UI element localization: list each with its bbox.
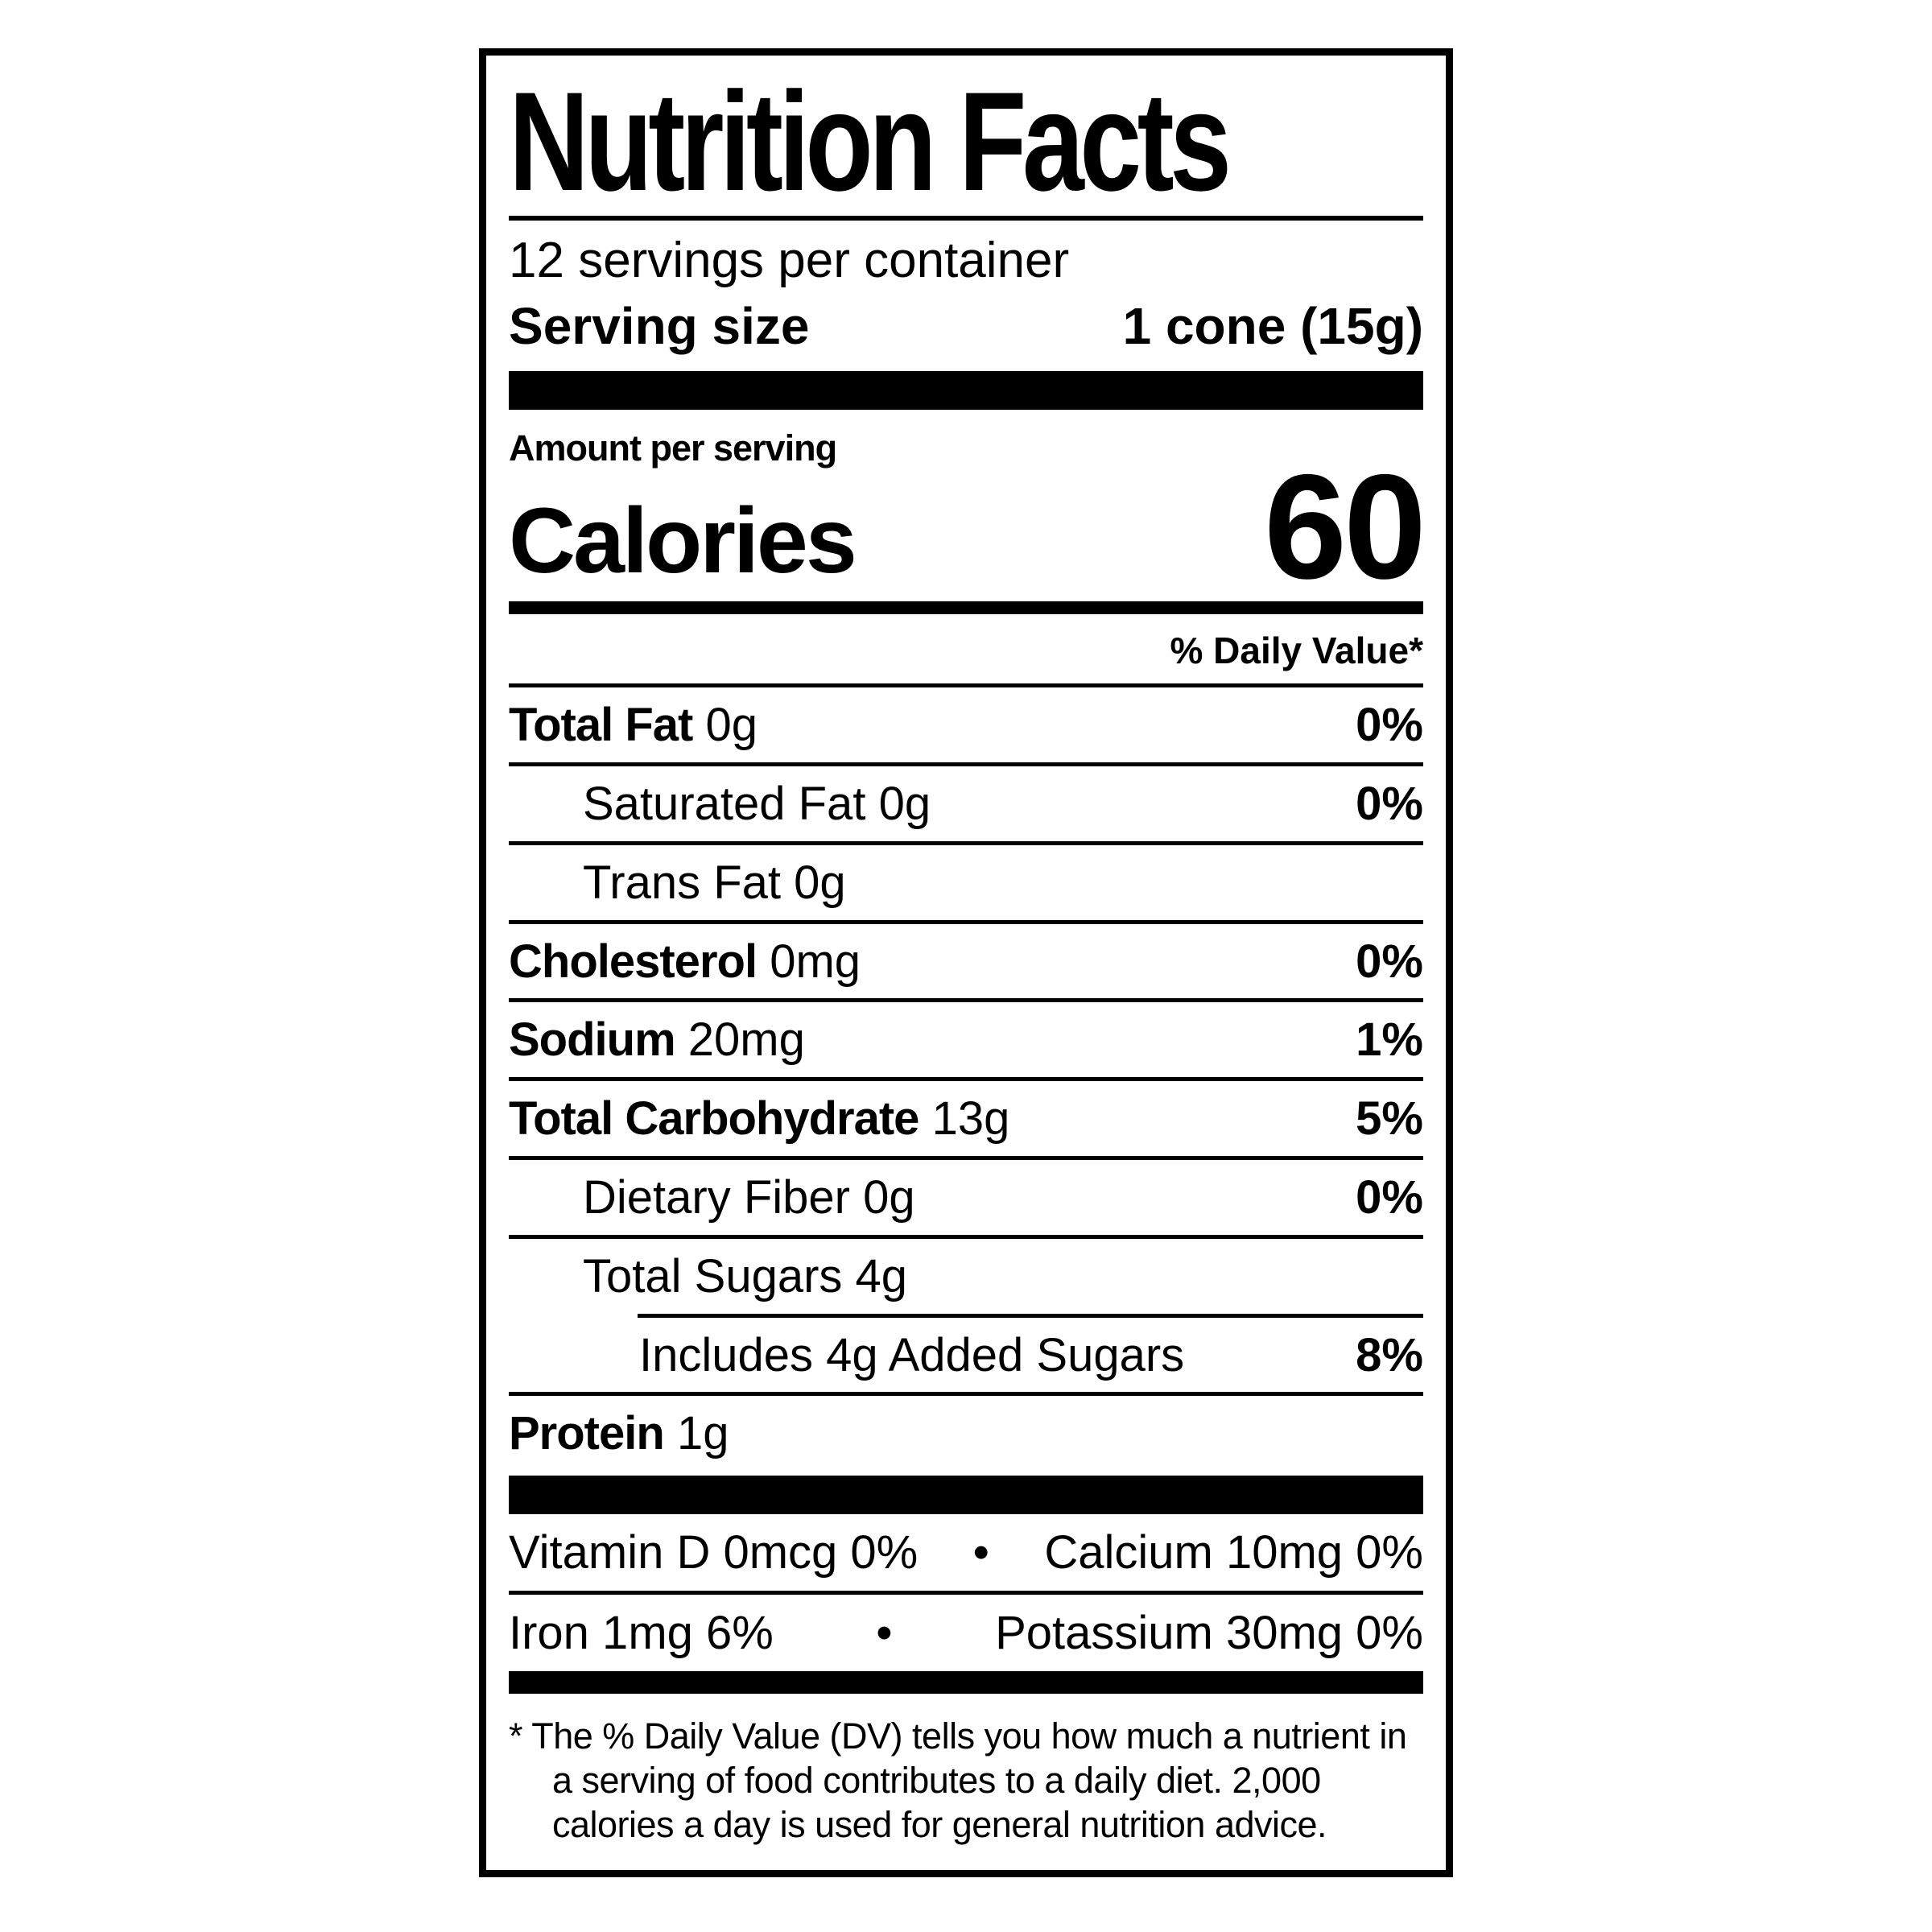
divider [509, 762, 1423, 766]
serving-size-value: 1 cone (15g) [1122, 297, 1423, 356]
calories-row: Calories 60 [509, 444, 1426, 610]
micronutrient-row-1: Vitamin D 0mcg 0% • Calcium 10mg 0% [509, 1514, 1423, 1591]
nutrition-facts-label: Nutrition Facts 12 servings per containe… [479, 48, 1453, 1877]
micronutrient-left: Vitamin D 0mcg 0% [509, 1526, 919, 1579]
nutrient-row-cholesterol: Cholesterol 0mg 0% [509, 924, 1423, 999]
nutrient-amount: 0g [794, 856, 846, 909]
bullet-separator: • [876, 1606, 893, 1659]
footnote-text: The % Daily Value (DV) tells you how muc… [531, 1715, 1407, 1845]
nutrient-dv: 5% [1356, 1092, 1423, 1146]
amount-per-serving-label: Amount per serving [509, 427, 837, 469]
divider [509, 1234, 1423, 1239]
nutrient-amount: 0mg [770, 935, 861, 988]
label-title-text: Nutrition Facts [509, 64, 1232, 221]
nutrient-amount: 0g [878, 777, 931, 830]
daily-value-header: % Daily Value* [1170, 630, 1424, 672]
divider [509, 998, 1423, 1003]
nutrient-row-total-carbohydrate: Total Carbohydrate 13g 5% [509, 1081, 1423, 1156]
divider [509, 1590, 1423, 1595]
section-bar-micronutrients [509, 1476, 1423, 1515]
nutrient-dv: 0% [1356, 777, 1423, 830]
nutrient-row-saturated-fat: Saturated Fat 0g 0% [509, 766, 1423, 841]
nutrient-name: Trans Fat [583, 856, 782, 909]
label-title: Nutrition Facts [509, 72, 1423, 213]
divider [509, 1077, 1423, 1082]
divider [509, 683, 1423, 688]
section-bar-footnote [509, 1670, 1423, 1694]
nutrient-dv: 0% [1356, 1170, 1423, 1224]
nutrient-dv: 0% [1356, 699, 1423, 752]
nutrient-row-trans-fat: Trans Fat 0g [509, 845, 1423, 920]
nutrient-row-protein: Protein 1g [509, 1396, 1423, 1471]
section-bar-top [509, 370, 1423, 410]
nutrient-row-dietary-fiber: Dietary Fiber 0g 0% [509, 1160, 1423, 1235]
nutrient-name: Saturated Fat [583, 777, 866, 830]
divider [509, 840, 1423, 845]
nutrient-amount: 0g [863, 1170, 915, 1224]
nutrient-name: Sodium [509, 1013, 676, 1067]
divider-indented [638, 1313, 1423, 1318]
nutrient-amount: 20mg [687, 1013, 805, 1067]
nutrient-name: Total Fat [509, 699, 693, 752]
calories-value: 60 [1264, 444, 1426, 610]
servings-per-container: 12 servings per container [509, 233, 1070, 288]
micronutrient-row-2: Iron 1mg 6% • Potassium 30mg 0% [509, 1595, 1423, 1671]
micronutrient-left: Iron 1mg 6% [509, 1606, 774, 1659]
divider [509, 919, 1423, 924]
micronutrient-right: Potassium 30mg 0% [995, 1606, 1423, 1659]
nutrient-amount: 13g [931, 1092, 1010, 1146]
nutrient-row-sodium: Sodium 20mg 1% [509, 1002, 1423, 1077]
nutrient-name: Protein [509, 1407, 665, 1460]
nutrient-amount: 4g [855, 1249, 908, 1302]
calories-label: Calories [509, 489, 857, 592]
nutrient-row-total-fat: Total Fat 0g 0% [509, 687, 1423, 762]
nutrient-amount: 1g [676, 1407, 729, 1460]
nutrient-name: Includes 4g Added Sugars [639, 1328, 1185, 1381]
nutrient-row-total-sugars: Total Sugars 4g [509, 1239, 1423, 1314]
nutrient-dv: 1% [1356, 1013, 1423, 1067]
nutrient-name: Dietary Fiber [583, 1170, 850, 1224]
nutrient-amount: 0g [705, 699, 758, 752]
nutrient-name: Total Carbohydrate [509, 1092, 919, 1146]
nutrient-dv: 8% [1356, 1328, 1423, 1381]
serving-size-label: Serving size [509, 297, 810, 356]
nutrient-dv: 0% [1356, 935, 1423, 988]
nutrient-name: Total Sugars [583, 1249, 843, 1302]
daily-value-footnote: * The % Daily Value (DV) tells you how m… [509, 1715, 1423, 1847]
divider [509, 1155, 1423, 1160]
calories-divider-bar [509, 601, 1423, 615]
title-divider [509, 216, 1423, 221]
footnote-asterisk: * [509, 1715, 523, 1757]
nutrient-row-added-sugars: Includes 4g Added Sugars 8% [509, 1318, 1423, 1393]
micronutrient-right: Calcium 10mg 0% [1044, 1526, 1423, 1579]
nutrient-name: Cholesterol [509, 935, 758, 988]
divider [509, 1392, 1423, 1397]
bullet-separator: • [972, 1526, 989, 1579]
serving-size-row: Serving size 1 cone (15g) [509, 297, 1423, 357]
